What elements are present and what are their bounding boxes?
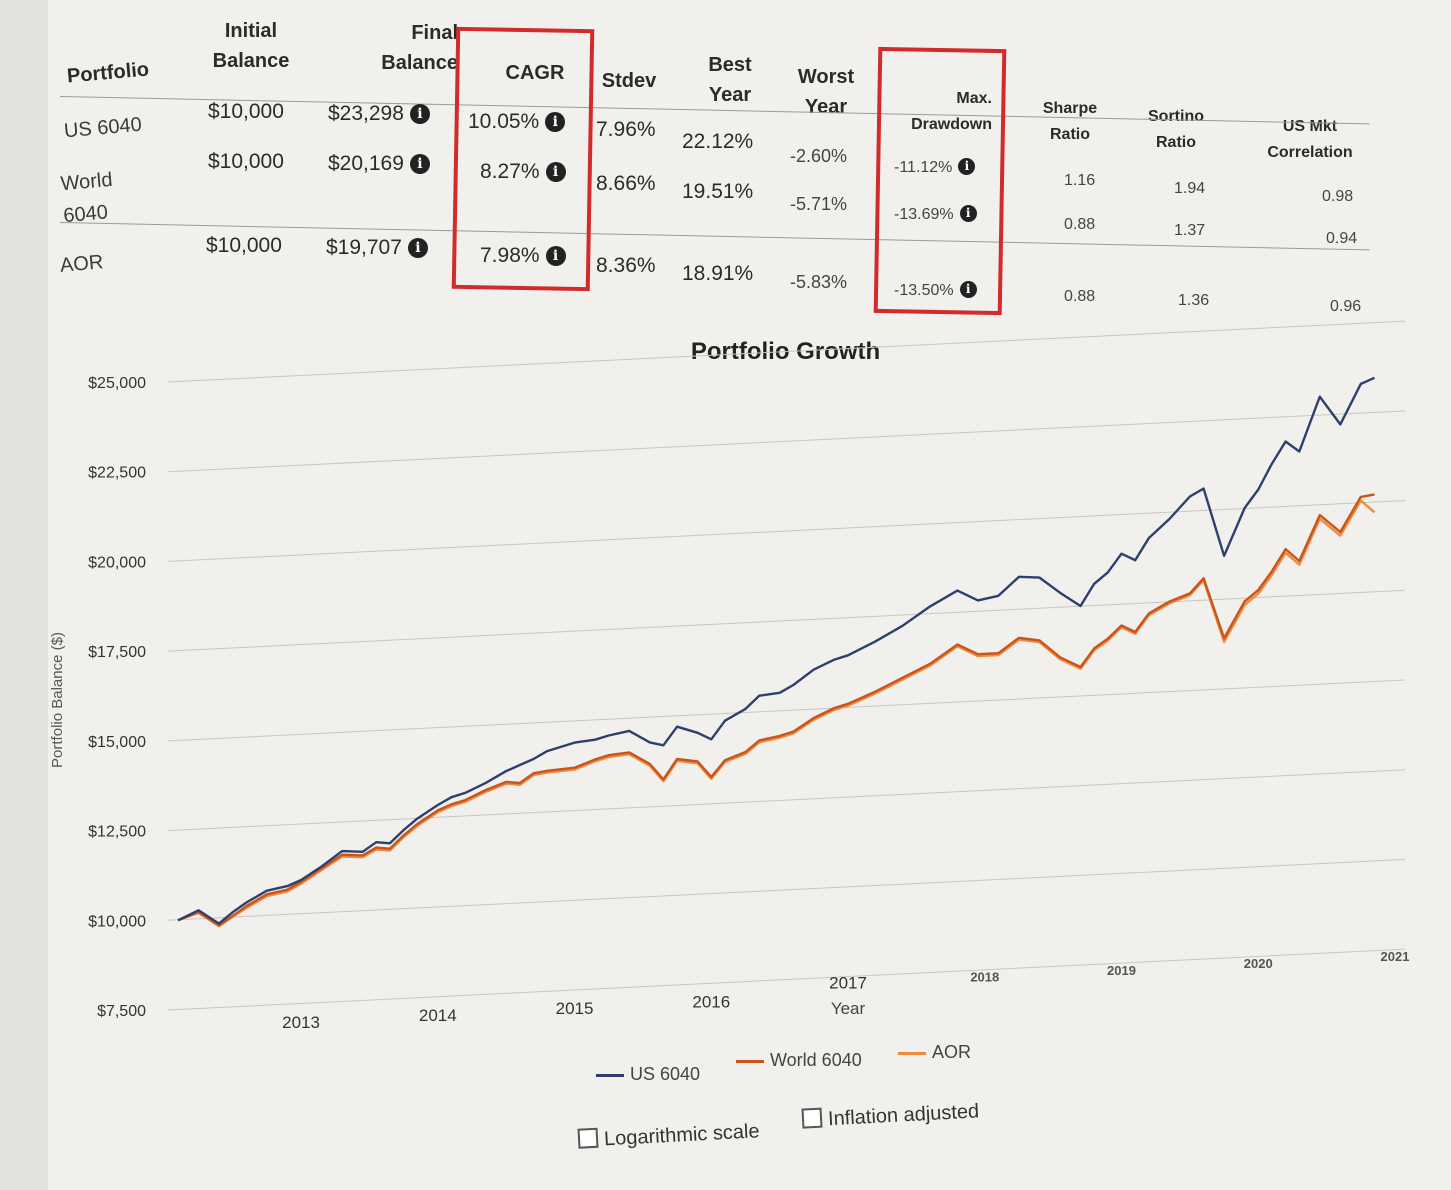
info-circle-icon[interactable]: i xyxy=(409,154,430,174)
x-axis-ticks: 2013 2014 2015 2016 2017 2018 2019 2020 2021 xyxy=(282,949,1409,1032)
grid-line xyxy=(167,410,1406,473)
x-tick-label: 2019 xyxy=(1107,963,1136,978)
logarithmic-scale-checkbox[interactable] xyxy=(577,1127,599,1149)
info-circle-icon[interactable]: i xyxy=(959,205,977,222)
series-line-us-6040 xyxy=(177,376,1375,925)
y-tick-label: $12,500 xyxy=(88,824,146,841)
x-axis-label: Year xyxy=(831,999,866,1018)
worst-year-value: -5.71% xyxy=(790,194,848,214)
info-circle-icon[interactable]: i xyxy=(545,112,566,132)
y-tick-label: $22,500 xyxy=(88,465,146,482)
legend-item-world-6040[interactable]: World 6040 xyxy=(736,1050,862,1071)
worst-year-value: -2.60% xyxy=(790,146,848,166)
legend-item-aor[interactable]: AOR xyxy=(898,1042,971,1063)
x-tick-label: 2021 xyxy=(1381,949,1410,964)
initial-balance-value: $10,000 xyxy=(208,100,284,123)
x-tick-label: 2013 xyxy=(282,1013,320,1032)
stdev-value: 8.36% xyxy=(596,254,656,277)
legend-swatch xyxy=(596,1073,624,1077)
final-balance-value: $20,169 i xyxy=(328,152,430,176)
grid-line xyxy=(167,589,1406,652)
final-balance-value: $19,707 i xyxy=(326,236,428,260)
initial-balance-value: $10,000 xyxy=(206,234,282,257)
inflation-adjusted-checkbox[interactable] xyxy=(801,1107,823,1129)
cagr-value: 10.05% i xyxy=(468,110,566,134)
stdev-value: 8.66% xyxy=(596,172,656,195)
grid-line xyxy=(167,858,1406,921)
portfolio-stats-table: Portfolio Initial Balance Final Balance … xyxy=(0,0,1451,330)
header-max-drawdown: Max. Drawdown xyxy=(911,90,992,133)
correlation-value: 0.94 xyxy=(1326,230,1358,247)
final-balance-value: $23,298 i xyxy=(328,102,430,126)
worst-year-value: -5.83% xyxy=(790,272,848,292)
x-tick-label: 2014 xyxy=(419,1006,457,1025)
correlation-value: 0.96 xyxy=(1330,298,1362,315)
sharpe-value: 0.88 xyxy=(1064,288,1096,305)
cagr-value: 8.27% i xyxy=(480,160,566,184)
info-circle-icon[interactable]: i xyxy=(545,246,566,266)
legend-item-us-6040[interactable]: US 6040 xyxy=(596,1064,700,1085)
y-tick-label: $10,000 xyxy=(88,913,146,930)
sortino-value: 1.36 xyxy=(1178,292,1210,309)
sharpe-value: 0.88 xyxy=(1064,216,1096,233)
sortino-value: 1.37 xyxy=(1174,222,1206,239)
grid-line xyxy=(167,679,1406,742)
y-tick-label: $25,000 xyxy=(88,375,146,392)
best-year-value: 22.12% xyxy=(682,130,754,153)
x-tick-label: 2016 xyxy=(692,992,730,1011)
header-final-balance: Final Balance xyxy=(381,22,458,74)
y-tick-label: $20,000 xyxy=(88,554,146,571)
page-background xyxy=(48,0,1451,1190)
header-sharpe-ratio: Sharpe Ratio xyxy=(1042,100,1098,143)
best-year-value: 19.51% xyxy=(682,180,754,203)
grid-line xyxy=(167,500,1406,562)
info-circle-icon[interactable]: i xyxy=(407,238,428,258)
x-tick-label: 2015 xyxy=(556,999,594,1018)
info-circle-icon[interactable]: i xyxy=(409,104,430,124)
best-year-value: 18.91% xyxy=(682,262,754,285)
y-tick-label: $7,500 xyxy=(97,1003,146,1020)
grid-line xyxy=(167,769,1406,832)
grid-line xyxy=(167,320,1406,383)
header-stdev: Stdev xyxy=(601,70,657,92)
y-tick-label: $17,500 xyxy=(88,644,146,661)
y-tick-label: $15,000 xyxy=(88,734,146,751)
info-circle-icon[interactable]: i xyxy=(959,281,977,298)
y-axis-ticks: $7,500 $10,000 $12,500 $15,000 $17,500 $20,00… xyxy=(88,375,146,1020)
stdev-value: 7.96% xyxy=(596,118,656,141)
cagr-value: 7.98% i xyxy=(480,244,566,268)
series-line-aor xyxy=(177,499,1376,928)
max-drawdown-value: -11.12% i xyxy=(894,158,976,177)
sharpe-value: 1.16 xyxy=(1064,172,1096,189)
x-tick-label: 2017 xyxy=(829,973,867,992)
header-best-year: Best Year xyxy=(708,54,752,106)
max-drawdown-value: -13.69% i xyxy=(894,205,977,224)
sortino-value: 1.94 xyxy=(1174,180,1206,197)
info-circle-icon[interactable]: i xyxy=(958,158,976,175)
info-circle-icon[interactable]: i xyxy=(545,162,566,182)
max-drawdown-value: -13.50% i xyxy=(894,281,977,300)
header-initial-balance: Initial Balance xyxy=(212,20,290,72)
correlation-value: 0.98 xyxy=(1322,188,1354,205)
chart-grid xyxy=(167,320,1406,1011)
header-sortino-ratio: Sortino Ratio xyxy=(1148,108,1204,151)
series-line-world-6040 xyxy=(177,493,1375,927)
legend-swatch xyxy=(736,1059,764,1063)
y-axis-label: Portfolio Balance ($) xyxy=(49,632,66,768)
chart-series xyxy=(177,376,1376,928)
header-cagr: CAGR xyxy=(505,62,565,84)
x-tick-label: 2020 xyxy=(1244,956,1273,971)
legend-swatch xyxy=(898,1051,926,1055)
initial-balance-value: $10,000 xyxy=(208,150,284,173)
grid-line xyxy=(167,948,1406,1011)
x-tick-label: 2018 xyxy=(970,970,999,985)
